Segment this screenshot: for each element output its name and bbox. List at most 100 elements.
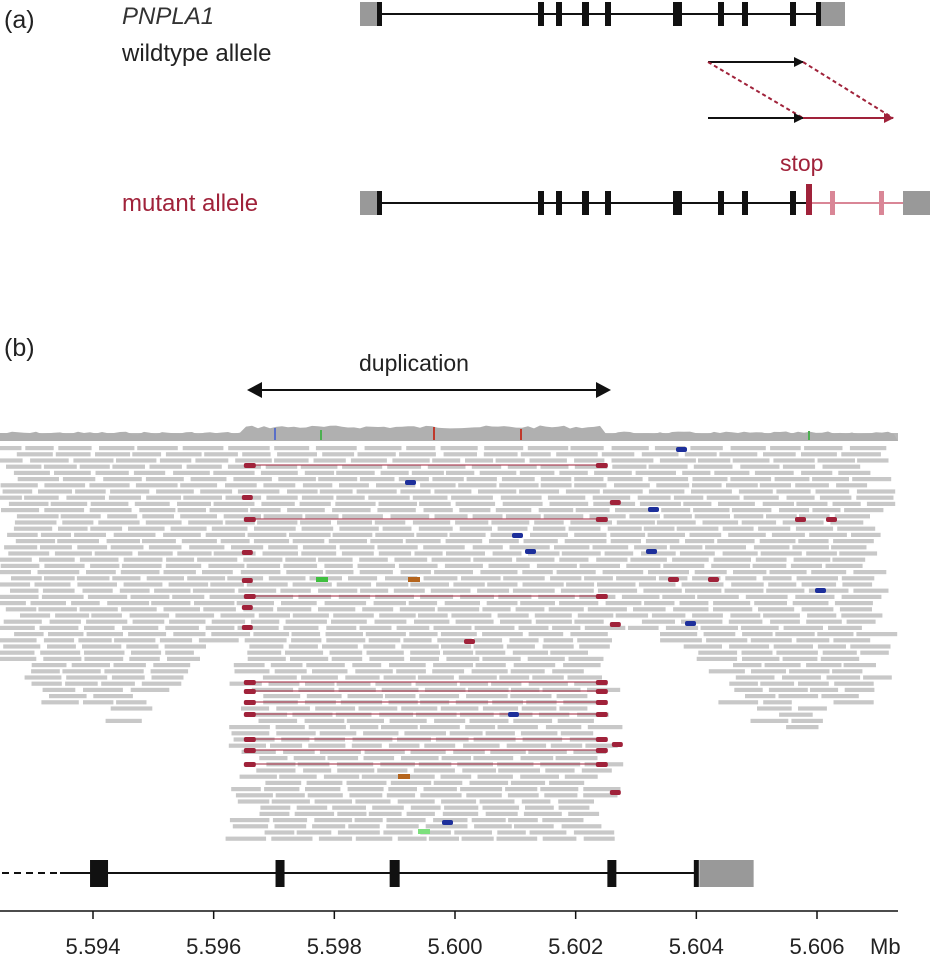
coverage-track [0,425,898,441]
aligned-read [825,563,863,568]
aligned-read [499,675,530,680]
aligned-read [237,799,270,804]
aligned-read [288,644,318,649]
aligned-read [626,563,661,568]
aligned-read [732,458,770,463]
aligned-read [839,607,872,612]
aligned-read [105,718,142,723]
aligned-read [633,607,666,612]
aligned-read [301,495,334,500]
aligned-read [638,582,676,587]
aligned-read [547,495,586,500]
aligned-read [587,725,623,730]
aligned-read [574,458,605,463]
aligned-read [684,452,717,457]
aligned-read [232,824,269,829]
aligned-read [543,514,584,519]
aligned-read [479,799,515,804]
aligned-read [54,551,92,556]
aligned-read [346,718,384,723]
aligned-read [34,582,71,587]
aligned-read [621,594,660,599]
aligned-read [323,774,360,779]
aligned-read [329,650,363,655]
aligned-read [752,563,787,568]
aligned-read [211,526,248,531]
aligned-read [90,501,129,506]
inverted-orientation-read [646,549,657,554]
aligned-read [806,619,842,624]
aligned-read [832,557,866,562]
aligned-read [729,681,758,686]
aligned-read [589,514,626,519]
aligned-read [387,464,422,469]
aligned-read [358,706,398,711]
aligned-read [359,625,392,630]
aligned-read [48,632,84,637]
axis-tick-label: 5.594 [65,934,121,959]
aligned-read [287,489,318,494]
aligned-read [259,756,288,761]
mutant-allele-label: mutant allele [122,190,259,217]
mismatch-read [316,577,328,582]
aligned-read [359,570,393,575]
coverage-variant-5 [808,431,810,440]
aligned-read [558,805,590,810]
aligned-read [545,768,575,773]
aligned-read [103,477,142,482]
aligned-read [760,681,795,686]
aligned-read [489,539,519,544]
aligned-read [110,489,150,494]
aligned-read [509,545,550,550]
mutant-exon-3 [556,191,562,215]
aligned-read [113,532,156,537]
aligned-read [285,619,327,624]
aligned-read [259,811,290,816]
aligned-read [532,526,566,531]
aligned-read [500,495,542,500]
aligned-read [376,582,409,587]
aligned-read [154,588,191,593]
aligned-read [121,563,162,568]
aligned-read [750,638,792,643]
aligned-read [629,514,660,519]
aligned-read [811,570,847,575]
aligned-read [542,644,574,649]
aligned-read [307,793,343,798]
aligned-read [628,625,659,630]
aligned-read [437,607,480,612]
aligned-read [128,526,165,531]
aligned-read [441,799,477,804]
aligned-read [455,501,496,506]
aligned-read [342,464,383,469]
inverted-orientation-read [676,447,687,452]
aligned-read [348,576,378,581]
aligned-read [455,619,494,624]
aligned-read [318,607,356,612]
aligned-read [730,446,766,451]
aligned-read [220,613,255,618]
discordant-read-right [595,700,608,705]
aligned-read [641,619,675,624]
aligned-read [639,501,681,506]
aligned-read [245,712,288,717]
aligned-read [722,551,758,556]
inverted-orientation-read [405,480,416,485]
aligned-read [449,731,483,736]
aligned-read [386,818,426,823]
aligned-read [681,619,723,624]
aligned-read [249,644,284,649]
aligned-read [798,539,829,544]
aligned-read [779,712,813,717]
aligned-read [43,464,77,469]
axis-tick-label: 5.598 [306,934,362,959]
aligned-read [406,811,435,816]
aligned-read [505,514,541,519]
aligned-read [260,805,291,810]
aligned-read [313,458,346,463]
aligned-read [123,582,163,587]
aligned-read [443,650,474,655]
split-read-mate [611,742,623,747]
aligned-read [318,477,358,482]
